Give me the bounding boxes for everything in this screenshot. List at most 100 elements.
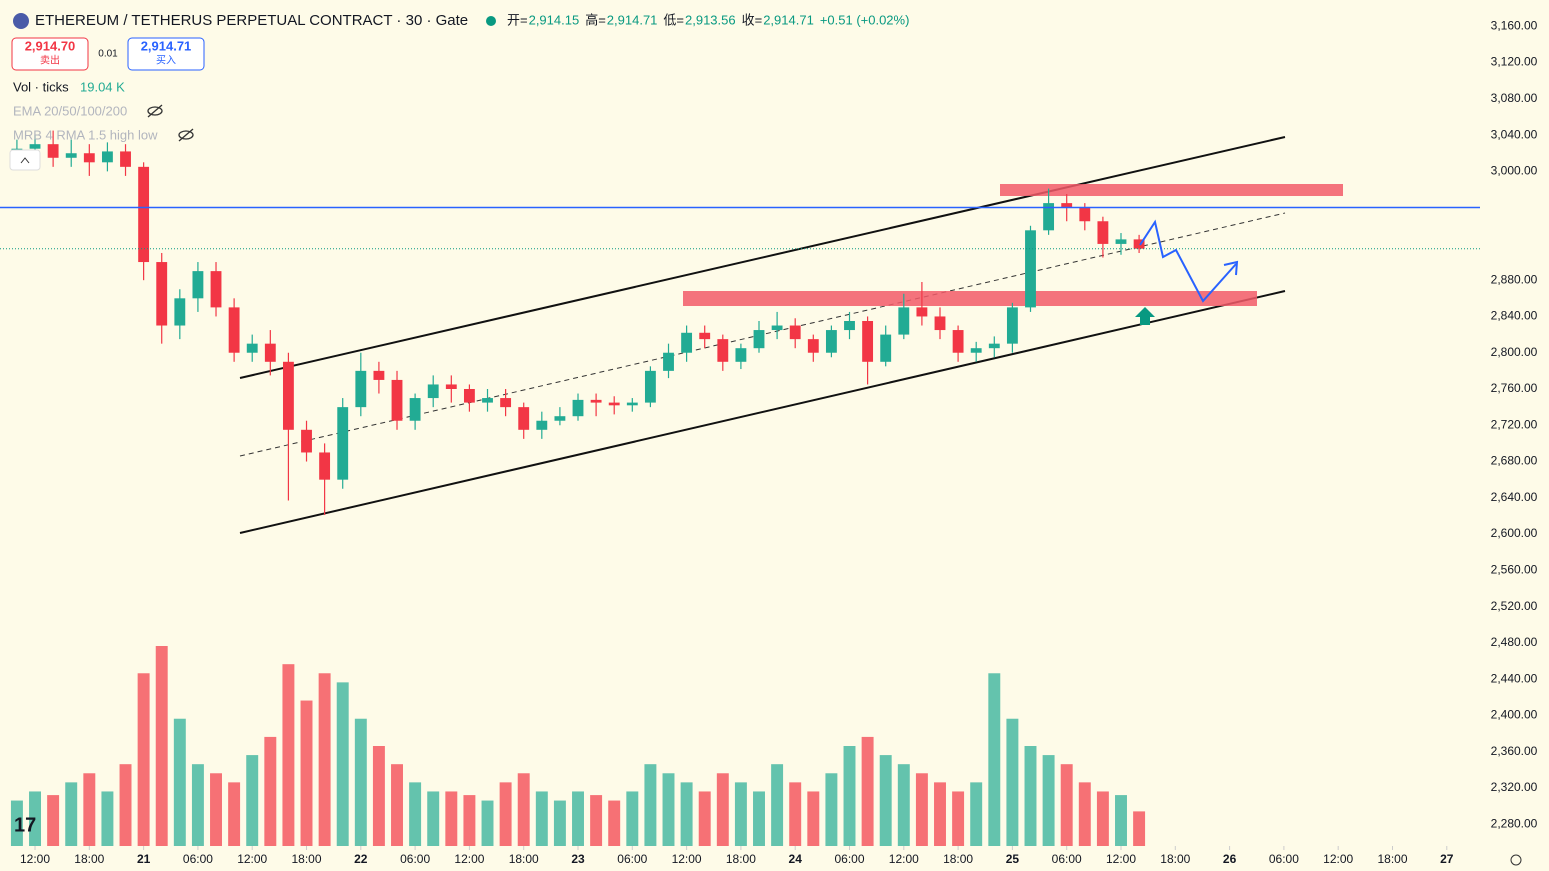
- volume-bar: [264, 736, 277, 846]
- volume-bar: [572, 791, 584, 846]
- volume-bar: [1060, 764, 1073, 846]
- volume-bar: [1078, 782, 1091, 846]
- x-tick-label: 18:00: [292, 852, 322, 866]
- candle-body: [898, 307, 910, 335]
- candle-body: [156, 262, 168, 326]
- settings-icon[interactable]: [1510, 854, 1522, 866]
- candle-body: [246, 343, 258, 353]
- volume-bar: [590, 795, 603, 846]
- sell-price: 2,914.70: [25, 38, 76, 53]
- candle-body: [988, 343, 1000, 349]
- chart-title: ETHEREUM / TETHERUS PERPETUAL CONTRACT ·…: [35, 12, 468, 29]
- y-tick-label: 2,800.00: [1491, 345, 1538, 359]
- y-tick-label: 2,320.00: [1491, 780, 1538, 794]
- volume-bar: [191, 764, 204, 846]
- y-tick-label: 2,480.00: [1491, 635, 1538, 649]
- volume-bar: [119, 764, 132, 846]
- channel-upper: [239, 136, 1286, 379]
- candle-body: [608, 402, 620, 406]
- candle-body: [1115, 239, 1127, 244]
- volume-bar: [1042, 755, 1055, 846]
- volume-bar: [354, 718, 367, 846]
- quote-value: 2,914.71: [763, 12, 814, 27]
- volume-bar: [861, 736, 874, 846]
- candle-body: [174, 298, 186, 326]
- candles: [11, 130, 1145, 516]
- y-tick-label: 2,600.00: [1491, 526, 1538, 540]
- candle-body: [771, 325, 783, 331]
- volume-indicator-value: 19.04 K: [80, 79, 125, 94]
- volume-bar: [372, 746, 385, 846]
- x-tick-label: 22: [354, 852, 368, 866]
- hide-icons[interactable]: [147, 104, 194, 142]
- y-tick-label: 2,520.00: [1491, 599, 1538, 613]
- x-tick-label: 18:00: [74, 852, 104, 866]
- collapse-icon: [20, 157, 30, 164]
- candle-body: [970, 348, 982, 353]
- candle-body: [717, 339, 729, 362]
- volume-bar: [1006, 718, 1019, 846]
- volume-bar: [1024, 746, 1037, 846]
- candle-body: [753, 330, 765, 349]
- candle-body: [1043, 203, 1055, 231]
- sell-label: 卖出: [40, 54, 60, 67]
- x-tick-label: 06:00: [834, 852, 864, 866]
- x-tick-label: 12:00: [20, 852, 50, 866]
- candle-body: [101, 151, 113, 163]
- x-tick-label: 06:00: [1269, 852, 1299, 866]
- volume-bar: [481, 800, 494, 846]
- volume-bar: [173, 718, 186, 846]
- symbol-icon: [13, 13, 29, 29]
- candle-body: [554, 416, 566, 421]
- volume-bar: [427, 791, 440, 846]
- quote-label: 高=: [585, 12, 606, 27]
- volume-bar: [29, 791, 41, 846]
- volume-bar: [499, 782, 512, 846]
- candle-body: [264, 343, 276, 362]
- quote-value: 2,914.71: [607, 12, 658, 27]
- volume-bar: [662, 773, 675, 846]
- x-tick-label: 12:00: [237, 852, 267, 866]
- x-tick-label: 06:00: [617, 852, 647, 866]
- candle-body: [301, 429, 312, 453]
- quote-label: 收=: [742, 12, 763, 27]
- volume-bar: [897, 764, 910, 846]
- volume-bar: [318, 673, 331, 846]
- volume-bar: [228, 782, 241, 846]
- x-tick-label: 18:00: [1160, 852, 1190, 866]
- volume-bar: [246, 755, 259, 846]
- candle-body: [862, 320, 874, 362]
- y-tick-label: 2,880.00: [1491, 272, 1538, 286]
- support-zone: [683, 291, 1257, 306]
- y-tick-label: 2,440.00: [1491, 671, 1538, 685]
- arrow-head: [1223, 260, 1239, 276]
- volume-bar: [155, 646, 168, 846]
- candle-body: [1133, 239, 1145, 249]
- volume-bar: [789, 782, 802, 846]
- buy-label: 买入: [156, 55, 176, 67]
- collapse-button[interactable]: [9, 149, 41, 171]
- x-tick-label: 23: [571, 852, 585, 866]
- candle-body: [138, 166, 150, 263]
- candle-body: [952, 330, 964, 353]
- y-tick-label: 2,840.00: [1491, 309, 1538, 323]
- x-tick-label: 18:00: [943, 852, 973, 866]
- volume-bar: [409, 782, 422, 846]
- volume-bar: [47, 795, 60, 846]
- candle-body: [699, 332, 711, 340]
- buy-button[interactable]: [127, 37, 205, 71]
- volume-bar: [391, 764, 403, 846]
- x-tick-label: 18:00: [1377, 852, 1407, 866]
- y-tick-label: 2,280.00: [1491, 816, 1538, 830]
- volume-bar: [680, 782, 693, 846]
- x-tick-label: 12:00: [454, 852, 484, 866]
- x-tick-label: 12:00: [889, 852, 919, 866]
- sell-button[interactable]: [11, 37, 89, 71]
- price-axis-bg: [1480, 0, 1549, 871]
- x-tick-label: 12:00: [672, 852, 702, 866]
- candle-body: [1006, 307, 1018, 344]
- projection-arrow: [1139, 219, 1237, 303]
- candle-body: [355, 370, 367, 408]
